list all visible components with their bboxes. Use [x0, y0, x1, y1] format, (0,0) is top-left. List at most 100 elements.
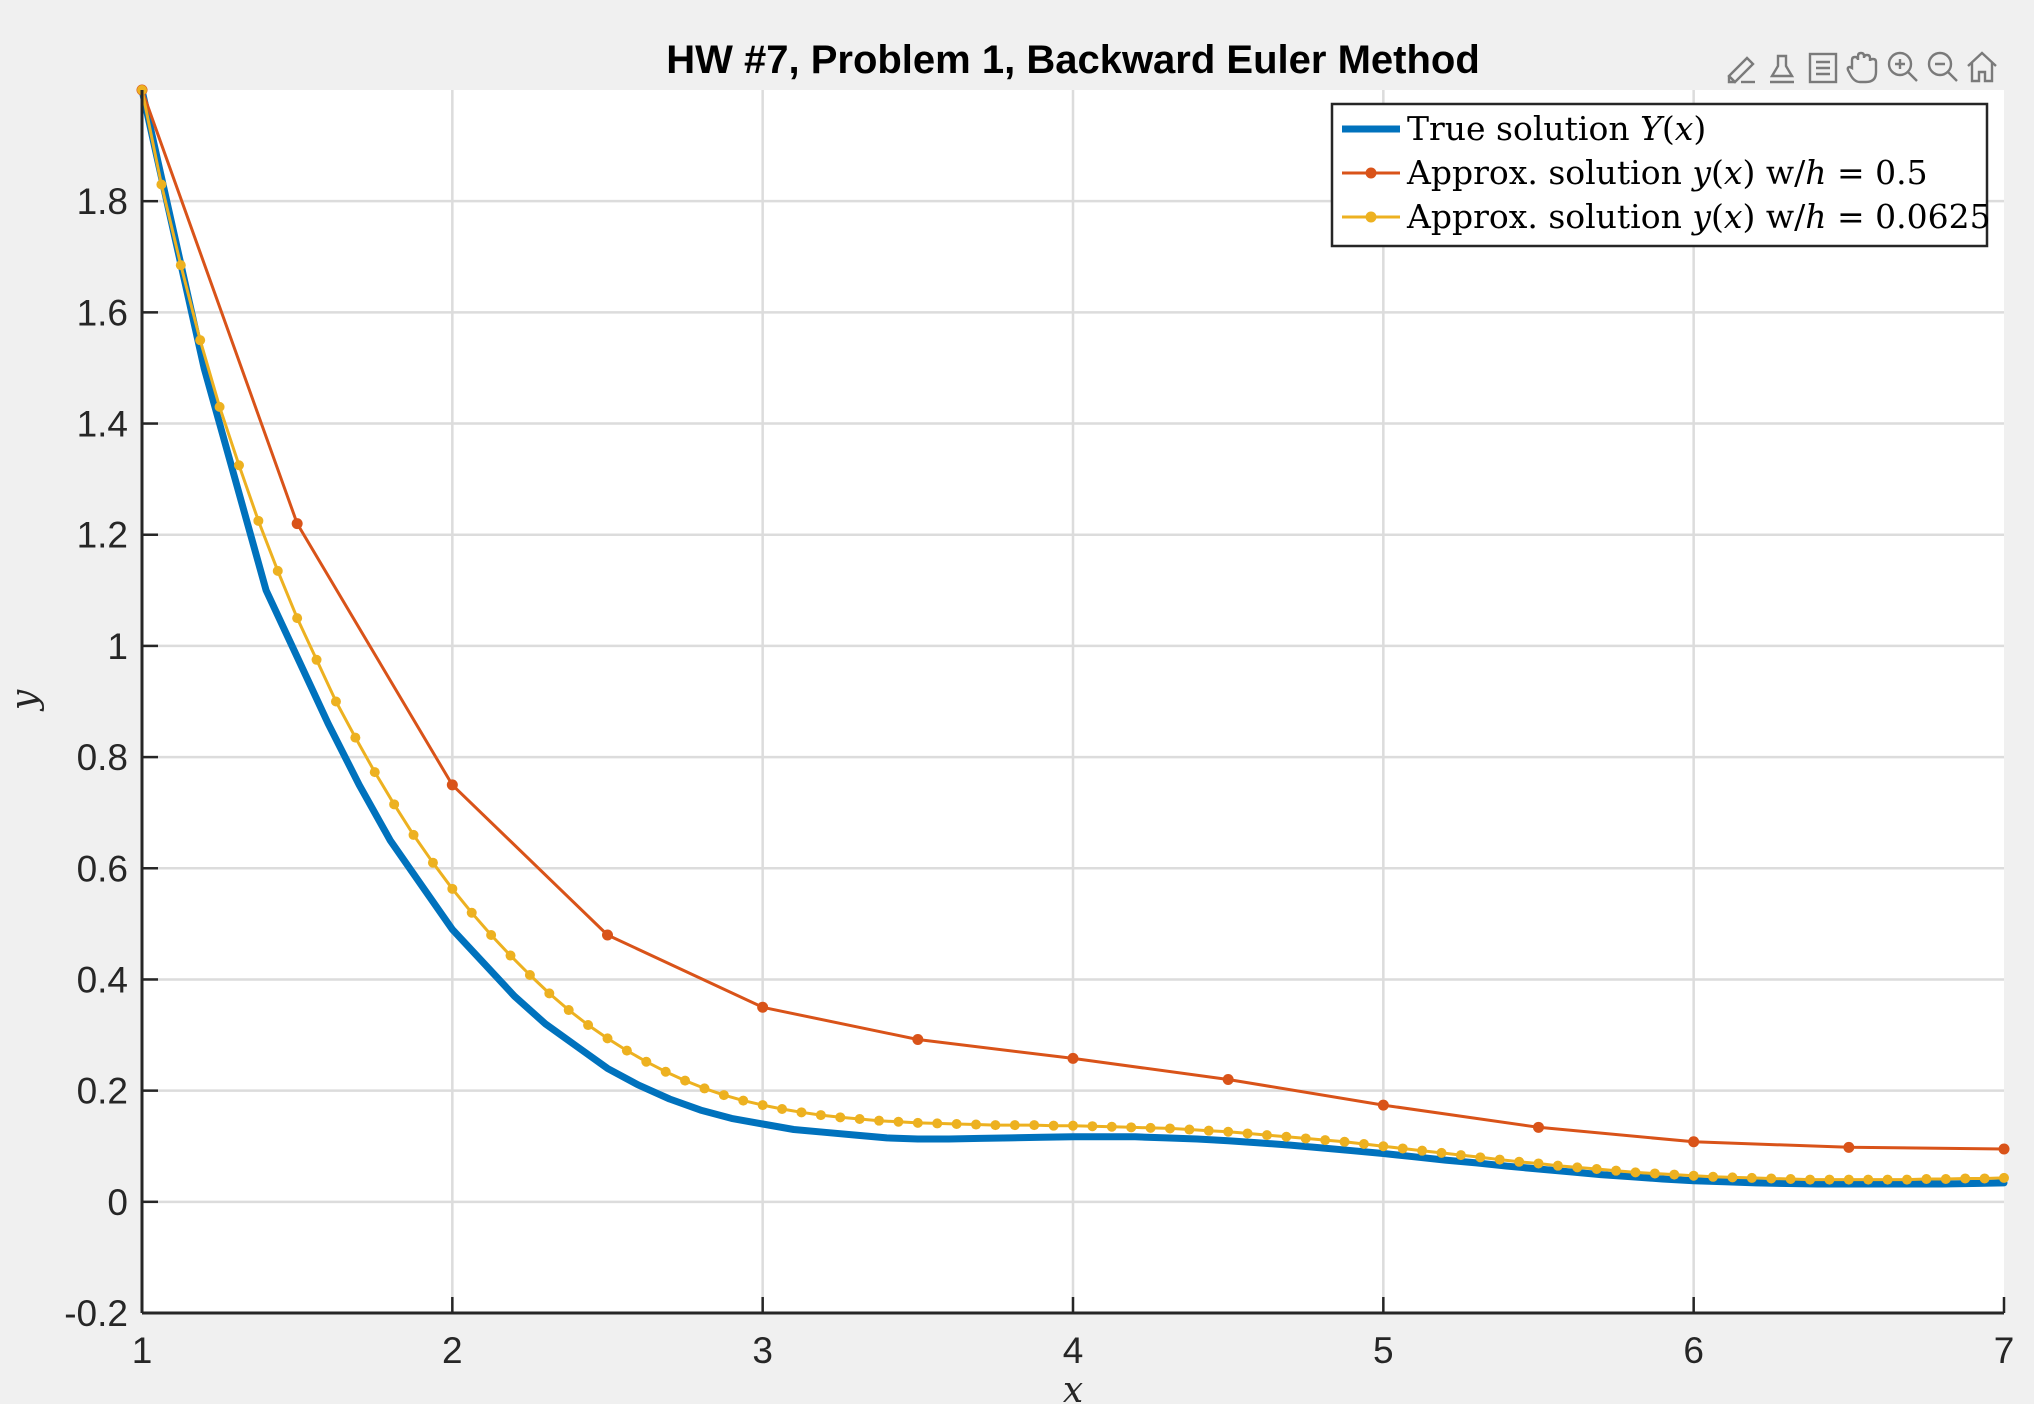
- data-point[interactable]: [680, 1075, 691, 1086]
- data-point[interactable]: [718, 1090, 729, 1101]
- data-point[interactable]: [738, 1095, 749, 1106]
- data-point[interactable]: [1591, 1164, 1602, 1175]
- data-point[interactable]: [1455, 1150, 1466, 1161]
- data-point[interactable]: [1145, 1122, 1156, 1133]
- legend[interactable]: True solution Y(x) Approx. solution y(x) …: [1330, 102, 1991, 248]
- legend-icon[interactable]: [1808, 52, 1838, 84]
- data-point[interactable]: [233, 460, 244, 471]
- data-point[interactable]: [292, 613, 303, 624]
- data-point[interactable]: [757, 1001, 769, 1013]
- data-point[interactable]: [1611, 1165, 1622, 1176]
- data-point[interactable]: [1921, 1174, 1932, 1185]
- data-point[interactable]: [951, 1118, 962, 1129]
- data-point[interactable]: [1999, 1172, 2009, 1183]
- data-point[interactable]: [932, 1118, 943, 1129]
- data-point[interactable]: [1649, 1168, 1660, 1179]
- data-point[interactable]: [990, 1120, 1001, 1131]
- data-point[interactable]: [602, 1033, 613, 1044]
- data-point[interactable]: [1902, 1174, 1913, 1185]
- data-point[interactable]: [1533, 1121, 1544, 1133]
- data-point[interactable]: [427, 857, 438, 868]
- data-point[interactable]: [1009, 1120, 1020, 1131]
- data-point[interactable]: [1222, 1074, 1234, 1086]
- data-point[interactable]: [1126, 1122, 1137, 1133]
- data-point[interactable]: [253, 515, 264, 526]
- data-point[interactable]: [1320, 1135, 1331, 1146]
- data-point[interactable]: [1300, 1133, 1311, 1144]
- data-point[interactable]: [893, 1116, 904, 1127]
- data-point[interactable]: [912, 1033, 924, 1045]
- data-point[interactable]: [350, 732, 361, 743]
- brush-icon[interactable]: [1727, 56, 1755, 84]
- zoom-in-icon[interactable]: [1887, 51, 1918, 82]
- data-point[interactable]: [1843, 1174, 1854, 1185]
- home-icon[interactable]: [1967, 51, 1997, 83]
- pan-hand-icon[interactable]: [1846, 51, 1878, 84]
- data-point[interactable]: [1514, 1156, 1525, 1167]
- data-point[interactable]: [524, 970, 535, 981]
- data-point[interactable]: [1436, 1147, 1447, 1158]
- data-point[interactable]: [291, 518, 303, 530]
- data-point[interactable]: [1727, 1172, 1738, 1183]
- data-point[interactable]: [757, 1100, 768, 1111]
- data-point[interactable]: [1843, 1141, 1855, 1153]
- legend-entry-3[interactable]: Approx. solution y(x) w/h = 0.0625: [1342, 197, 1991, 236]
- data-point[interactable]: [1940, 1174, 1951, 1185]
- data-point[interactable]: [1572, 1162, 1583, 1173]
- data-point[interactable]: [1863, 1174, 1874, 1185]
- data-point[interactable]: [1339, 1136, 1350, 1147]
- data-point[interactable]: [1029, 1120, 1040, 1131]
- data-point[interactable]: [1184, 1124, 1195, 1135]
- zoom-out-icon[interactable]: [1927, 51, 1958, 82]
- data-point[interactable]: [1630, 1167, 1641, 1178]
- data-point[interactable]: [796, 1107, 807, 1118]
- data-point[interactable]: [466, 907, 477, 918]
- data-point[interactable]: [1068, 1120, 1078, 1131]
- data-point[interactable]: [1475, 1152, 1486, 1163]
- data-point[interactable]: [1378, 1141, 1389, 1152]
- data-point[interactable]: [1785, 1174, 1796, 1185]
- data-point[interactable]: [1552, 1160, 1563, 1171]
- data-point[interactable]: [1882, 1174, 1893, 1185]
- data-point[interactable]: [175, 260, 186, 271]
- data-point[interactable]: [815, 1110, 826, 1121]
- data-point[interactable]: [854, 1113, 865, 1124]
- data-point[interactable]: [1106, 1121, 1117, 1132]
- data-point[interactable]: [1805, 1174, 1816, 1185]
- legend-entry-1[interactable]: True solution Y(x): [1342, 109, 1706, 148]
- data-point[interactable]: [1688, 1170, 1699, 1181]
- data-point[interactable]: [1281, 1131, 1292, 1142]
- data-point[interactable]: [1494, 1154, 1505, 1165]
- data-point[interactable]: [1533, 1158, 1544, 1169]
- data-point[interactable]: [272, 565, 283, 576]
- data-point[interactable]: [1766, 1173, 1777, 1184]
- data-point[interactable]: [835, 1112, 846, 1123]
- data-point[interactable]: [699, 1083, 710, 1094]
- series-line[interactable]: [138, 86, 2008, 1188]
- data-point[interactable]: [1087, 1121, 1098, 1132]
- data-point[interactable]: [1164, 1123, 1175, 1134]
- data-point[interactable]: [486, 929, 497, 940]
- data-point[interactable]: [369, 767, 380, 778]
- data-point[interactable]: [1223, 1126, 1234, 1137]
- data-point[interactable]: [1203, 1125, 1214, 1136]
- data-point[interactable]: [214, 401, 225, 412]
- data-point[interactable]: [505, 950, 516, 961]
- data-point[interactable]: [389, 799, 400, 810]
- data-point[interactable]: [1242, 1128, 1253, 1139]
- data-point[interactable]: [1688, 1136, 1700, 1148]
- data-point[interactable]: [602, 929, 613, 941]
- data-point[interactable]: [1377, 1099, 1389, 1111]
- data-point[interactable]: [1067, 1052, 1079, 1064]
- data-point[interactable]: [1358, 1139, 1369, 1150]
- data-point[interactable]: [1048, 1120, 1059, 1131]
- data-point[interactable]: [1998, 1143, 2010, 1155]
- data-point[interactable]: [1824, 1174, 1835, 1185]
- data-point[interactable]: [156, 179, 167, 190]
- data-point[interactable]: [544, 988, 555, 999]
- data-point[interactable]: [621, 1045, 632, 1056]
- data-point[interactable]: [1397, 1143, 1408, 1154]
- data-point[interactable]: [195, 335, 206, 346]
- data-point[interactable]: [447, 883, 458, 894]
- data-point[interactable]: [971, 1119, 982, 1130]
